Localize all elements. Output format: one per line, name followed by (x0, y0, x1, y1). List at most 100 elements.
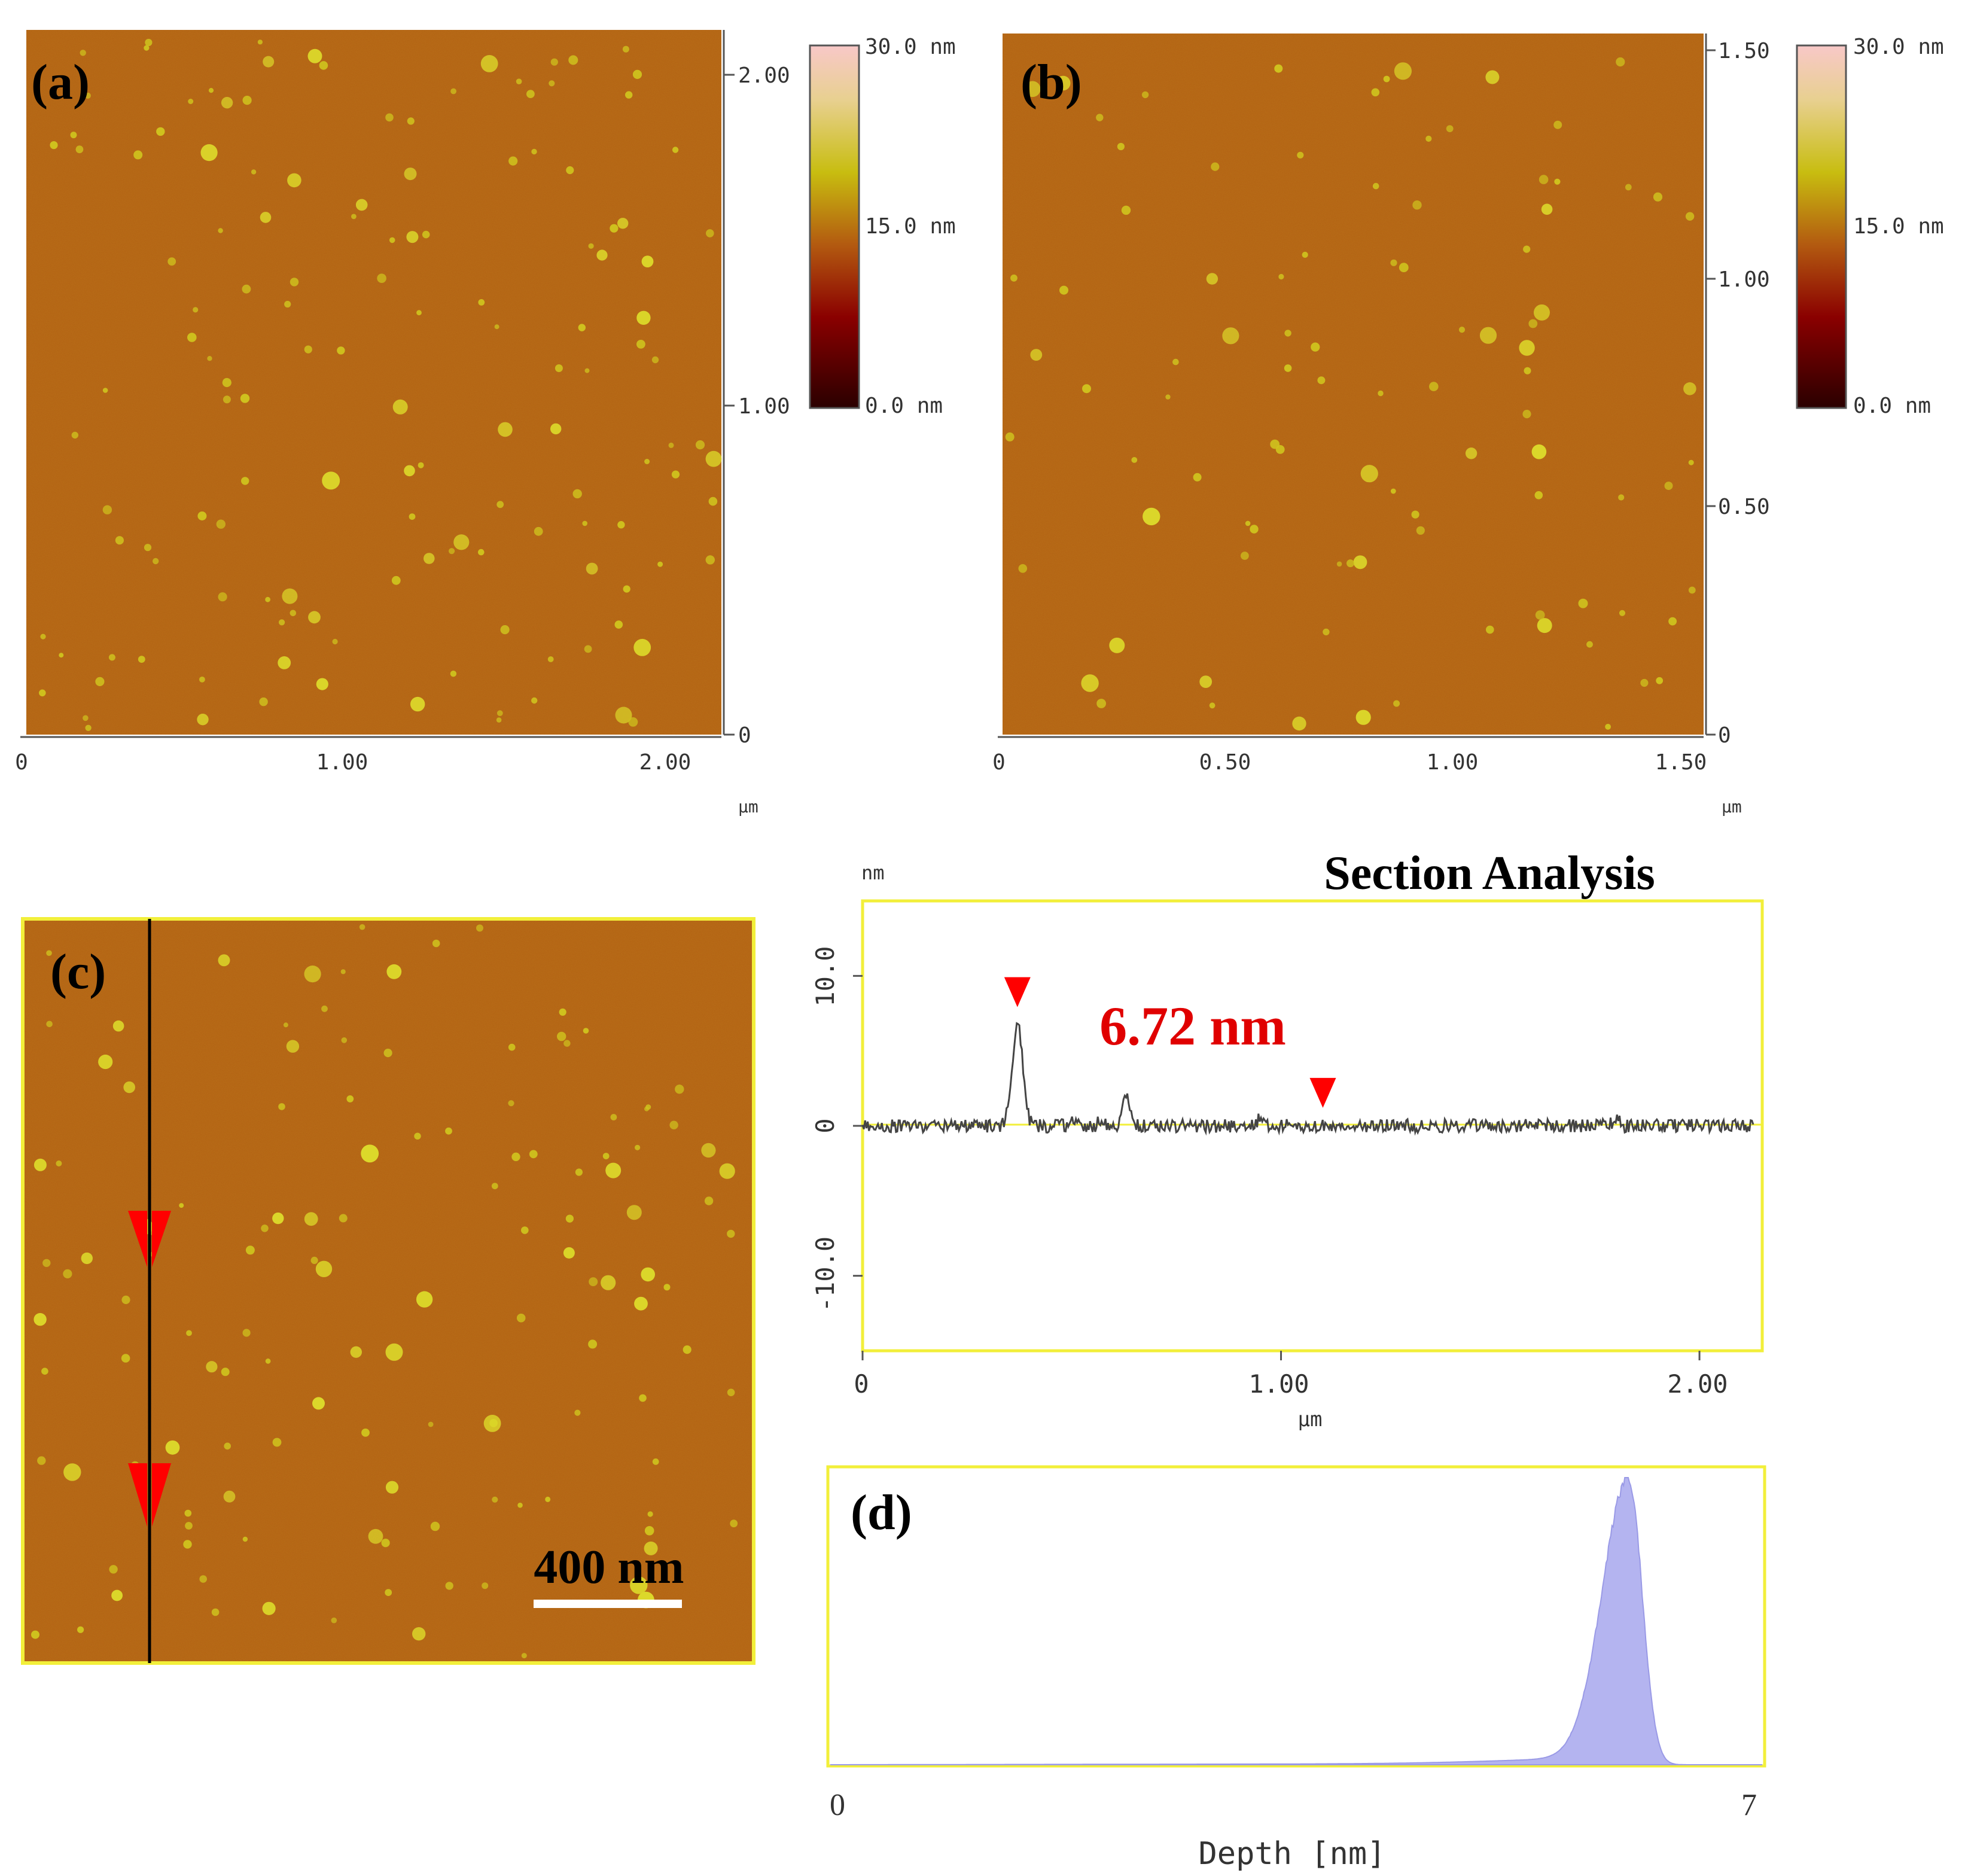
c-particle (641, 1267, 655, 1282)
c-particle (245, 1245, 255, 1255)
c-particle (112, 1020, 124, 1032)
c-particle (521, 1226, 529, 1234)
a-particle (263, 56, 275, 68)
a-particle (478, 299, 485, 306)
a-particle (450, 671, 457, 677)
a-particle (633, 639, 651, 656)
a-particle (71, 431, 78, 439)
b-particle (1284, 330, 1291, 337)
c-particle (199, 1575, 208, 1583)
a-particle (59, 653, 64, 658)
c-particle (385, 1343, 403, 1361)
a-particle (508, 156, 518, 166)
a-particle (622, 45, 629, 53)
cursor-marker-top-right (152, 1211, 171, 1267)
colorbar-mid-b: 15.0 nm (1853, 214, 1944, 239)
c-particle (350, 1346, 362, 1358)
b-particle (1378, 390, 1384, 397)
a-particle (351, 214, 357, 220)
a-particle (578, 324, 586, 331)
a-particle (617, 218, 629, 229)
b-particle (1284, 364, 1292, 372)
c-particle (508, 1043, 516, 1051)
b-particle (1640, 678, 1649, 687)
c-particle (610, 1114, 617, 1120)
b-particle (1059, 285, 1068, 295)
a-particle (197, 511, 207, 520)
c-particle (719, 1163, 735, 1179)
a-particle (223, 395, 231, 404)
b-particle (1030, 349, 1043, 361)
c-particle (675, 1085, 684, 1094)
a-particle (115, 536, 124, 545)
b-particle (1465, 447, 1477, 459)
a-particle (672, 147, 679, 153)
c-particle (386, 964, 402, 979)
b-particle (1523, 245, 1531, 253)
panel-a: (a) 2.00 1.00 0 0 1.00 2.00 µm 30.0 nm 1… (15, 30, 956, 817)
c-particle (262, 1601, 276, 1615)
a-particle (409, 513, 416, 520)
a-particle (657, 561, 663, 567)
c-particle (368, 1528, 383, 1544)
b-particle (1519, 340, 1535, 356)
c-particle (186, 1330, 192, 1336)
a-particle (240, 394, 250, 403)
a-particle (197, 714, 209, 726)
b-particle (1245, 520, 1251, 526)
b-particle (1317, 376, 1326, 385)
c-particle (81, 1252, 93, 1265)
b-particle (1336, 561, 1342, 567)
c-particle (647, 1511, 653, 1517)
c-particle (304, 966, 321, 983)
c-particle (63, 1463, 81, 1481)
c-particle (184, 1509, 192, 1517)
section-y-tick-label-0: 10.0 (811, 946, 840, 1006)
a-particle (138, 656, 145, 663)
a-particle (199, 677, 205, 683)
b-particle (1541, 203, 1553, 215)
x-unit-a: µm (738, 797, 758, 817)
a-particle (610, 224, 619, 233)
c-particle (601, 1275, 616, 1290)
a-particle (617, 521, 625, 529)
b-particle (1485, 70, 1500, 84)
a-particle (584, 645, 592, 653)
colorbar-a (809, 44, 860, 409)
a-particle (644, 459, 650, 464)
a-particle (671, 470, 680, 479)
a-particle (377, 273, 386, 284)
c-particle (218, 954, 230, 967)
a-particle (218, 592, 227, 602)
b-particle (1616, 57, 1625, 67)
b-particle (1411, 510, 1419, 519)
a-particle (80, 50, 86, 56)
a-particle (404, 168, 417, 181)
c-particle (98, 1054, 113, 1070)
c-particle (165, 1440, 180, 1455)
b-particle (1618, 494, 1625, 501)
c-particle (361, 1144, 379, 1163)
c-particle (340, 969, 346, 974)
b-particle (1278, 273, 1284, 280)
a-particle (534, 526, 543, 536)
a-particle (632, 69, 642, 79)
c-particle (33, 1312, 47, 1326)
c-particle (701, 1143, 716, 1158)
a-particle (450, 88, 456, 95)
b-particle (1458, 327, 1466, 333)
b-particle (1131, 457, 1138, 463)
c-particle (683, 1345, 691, 1354)
c-particle (635, 1144, 641, 1150)
b-particle (1534, 304, 1550, 321)
y-tick-label-b-3: 0 (1718, 723, 1731, 748)
a-particle (449, 548, 455, 555)
b-particle (1371, 88, 1380, 97)
a-particle (496, 710, 503, 717)
a-particle (498, 422, 513, 437)
x-tick-label-b-1: 0.50 (1199, 750, 1251, 775)
b-particle (1383, 75, 1390, 83)
a-particle (625, 91, 633, 99)
colorbar-top-a: 30.0 nm (865, 35, 956, 59)
c-particle (639, 1394, 647, 1402)
